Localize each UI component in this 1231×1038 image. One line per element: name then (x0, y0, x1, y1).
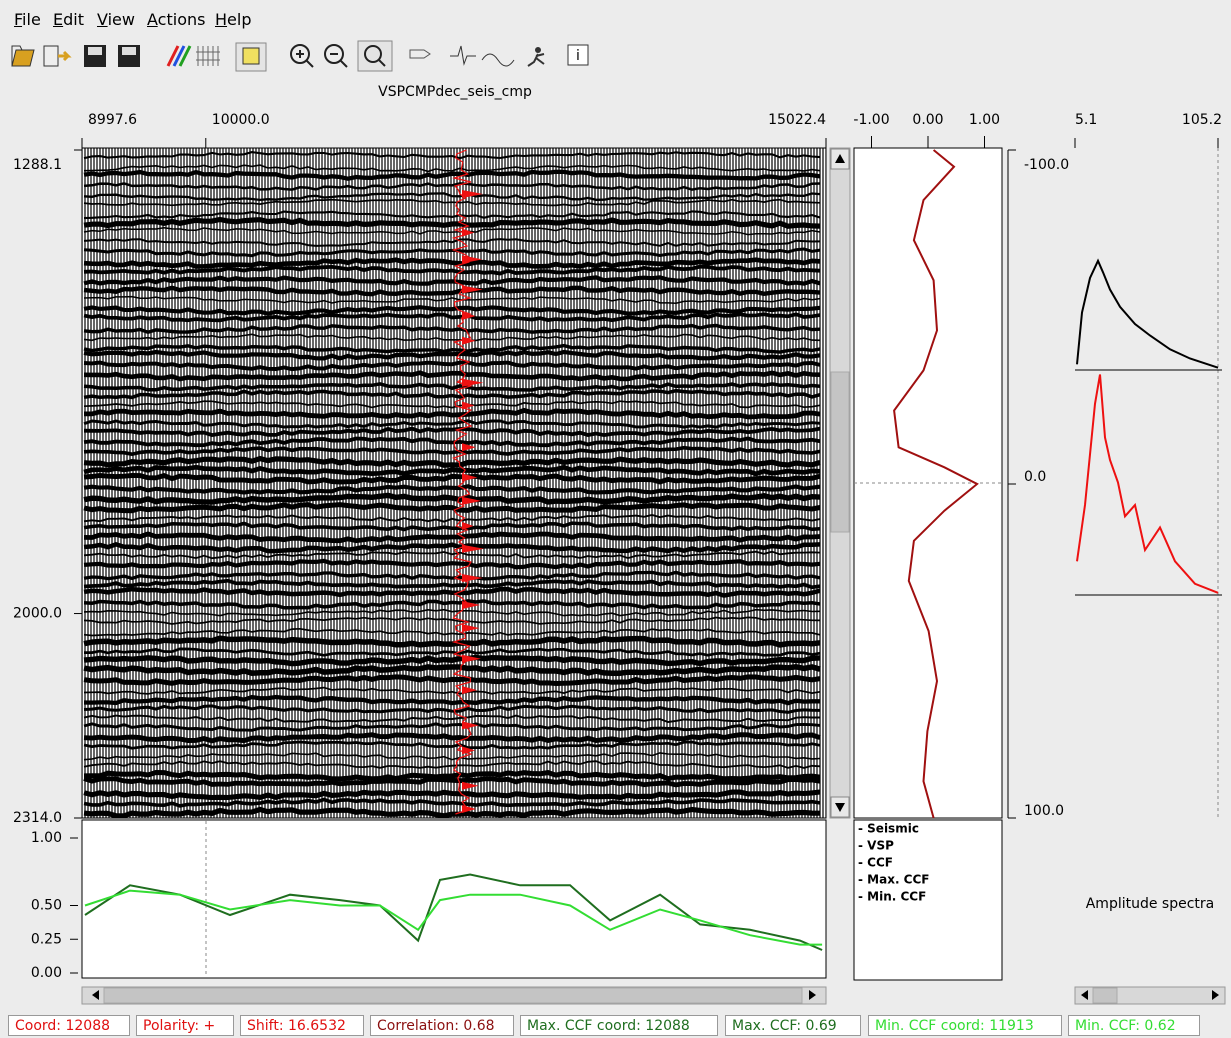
trace-button[interactable] (450, 46, 476, 64)
y-tick-label: 2000.0 (13, 606, 62, 622)
spectra-scrollbar[interactable] (1075, 987, 1225, 1004)
save-as-button[interactable] (118, 45, 140, 67)
y-tick-label: 1.00 (31, 830, 62, 846)
y-tick-label: 1288.1 (13, 157, 62, 173)
zoom-out-button[interactable] (325, 45, 347, 67)
horizontal-scrollbar[interactable] (82, 987, 826, 1004)
x-tick-label: 1.00 (969, 112, 1000, 128)
status-field: Min. CCF: 0.62 (1068, 1015, 1200, 1036)
status-field: Polarity: + (136, 1015, 234, 1036)
status-field: Max. CCF: 0.69 (725, 1015, 861, 1036)
panel-title: VSPCMPdec_seis_cmp (378, 84, 532, 100)
next-button[interactable] (410, 50, 430, 58)
y-tick-label: 2314.0 (13, 810, 62, 826)
start-button[interactable] (528, 47, 544, 66)
y-tick-label: 0.50 (31, 898, 62, 914)
import-button[interactable] (44, 46, 68, 66)
y-tick-label: 0.25 (31, 931, 62, 947)
amplitude-spectrum (1077, 261, 1218, 368)
legend-entry: - Max. CCF (858, 873, 929, 887)
legend-entry: - CCF (858, 856, 893, 870)
x-tick-label: 10000.0 (212, 112, 270, 128)
x-tick-label: 15022.4 (768, 112, 826, 128)
toolbar: i (12, 41, 588, 71)
zoom-box-button[interactable] (358, 41, 392, 71)
info-button[interactable]: i (568, 45, 588, 65)
status-field: Min. CCF coord: 11913 (868, 1015, 1062, 1036)
app-window: File Edit View Actions Help (0, 0, 1231, 1038)
x-tick-label: -1.00 (853, 112, 889, 128)
spectra-label: Amplitude spectra (1086, 896, 1215, 912)
x-tick-label: 8997.6 (88, 112, 137, 128)
status-field: Correlation: 0.68 (370, 1015, 514, 1036)
save-button[interactable] (84, 45, 106, 67)
auto-button[interactable] (482, 54, 514, 66)
fit-button[interactable] (236, 43, 266, 71)
status-field: Shift: 16.6532 (240, 1015, 364, 1036)
x-tick-label: 5.1 (1075, 112, 1097, 128)
zoom-in-button[interactable] (291, 45, 313, 67)
open-button[interactable] (12, 46, 34, 66)
legend-entry: - Seismic (858, 822, 919, 836)
x-tick-label: 105.2 (1182, 112, 1222, 128)
y-tick-label: 0.0 (1024, 469, 1046, 485)
status-field: Max. CCF coord: 12088 (520, 1015, 718, 1036)
legend-entry: - VSP (858, 839, 894, 853)
x-tick-label: 0.00 (912, 112, 943, 128)
color-button[interactable] (168, 46, 190, 66)
vertical-scrollbar[interactable] (830, 148, 850, 818)
y-tick-label: 0.00 (31, 965, 62, 981)
y-tick-label: -100.0 (1024, 157, 1069, 173)
grid-button[interactable] (196, 46, 220, 66)
seismic-section (82, 148, 826, 818)
info-button-label: i (576, 48, 580, 64)
status-field: Coord: 12088 (8, 1015, 130, 1036)
amplitude-spectrum (1077, 375, 1218, 593)
main-view: i VSPCMPdec_seis_cmp Amplitude spectra (0, 0, 1231, 1010)
legend-entry: - Min. CCF (858, 890, 926, 904)
y-tick-label: 100.0 (1024, 803, 1064, 819)
